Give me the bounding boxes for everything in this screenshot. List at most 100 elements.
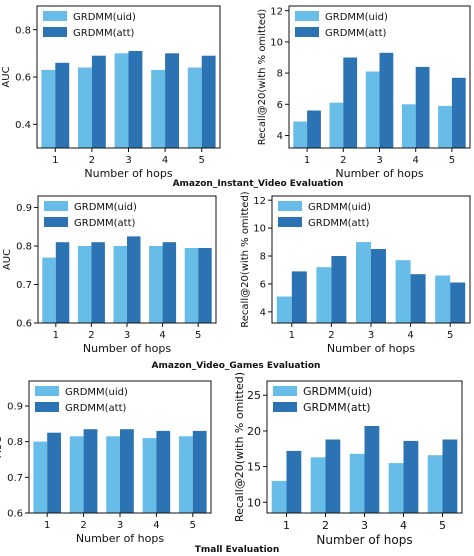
legend-label-att: GRDMM(att) (74, 218, 136, 229)
legend-swatch-uid (278, 201, 302, 211)
x-axis-label: Number of hops (327, 342, 415, 355)
bar-uid-hop-3 (113, 246, 127, 323)
x-tick-label: 2 (80, 520, 86, 531)
bar-uid-hop-4 (142, 438, 157, 513)
bar-uid-hop-5 (435, 275, 451, 323)
bar-uid-hop-1 (271, 480, 287, 513)
bar-uid-hop-3 (365, 71, 380, 148)
bar-att-hop-5 (201, 55, 216, 149)
chart-aiv-auc: 1 2 3 4 5 0.4 0.6 0.8 Number of hops AUC GRDMM(uid… (1, 5, 221, 180)
bar-att-hop-2 (91, 55, 106, 149)
bar-uid-hop-5 (438, 105, 452, 148)
x-tick-label: 3 (117, 520, 123, 531)
x-tick-label: 1 (283, 519, 290, 532)
legend: GRDMM(uid) GRDMM(att) (43, 11, 136, 39)
bar-uid-hop-5 (179, 436, 193, 513)
legend: GRDMM(uid) GRDMM(att) (35, 386, 128, 414)
bar-att-hop-2 (331, 256, 347, 323)
bar-att-hop-3 (120, 429, 134, 513)
bar-uid-hop-1 (41, 69, 56, 148)
legend: GRDMM(uid) GRDMM(att) (295, 11, 388, 39)
y-tick-label: 0.8 (7, 437, 23, 448)
x-tick-label: 5 (449, 155, 455, 166)
y-tick-label: 10 (270, 37, 283, 48)
bar-att-hop-4 (403, 440, 419, 513)
y-tick-label: 0.6 (16, 319, 32, 330)
x-tick-label: 5 (439, 519, 446, 532)
y-tick-label: 25 (247, 389, 261, 402)
y-tick-label: 6 (260, 280, 266, 291)
bar-uid-hop-5 (427, 455, 443, 513)
bar-uid-hop-5 (184, 248, 199, 323)
x-tick-label: 4 (153, 520, 159, 531)
chart-tmall-recall: 1 2 3 4 5 10 15 20 25 Number of hops Recall@20(wit… (233, 372, 463, 547)
x-tick-label: 5 (199, 155, 205, 166)
x-tick-label: 2 (340, 155, 346, 166)
y-tick-label: 20 (247, 425, 261, 438)
y-tick-label: 0.9 (16, 203, 32, 214)
x-tick-label: 2 (89, 155, 95, 166)
bar-att-hop-5 (450, 282, 466, 323)
bar-uid-hop-1 (276, 296, 292, 323)
bar-att-hop-5 (198, 248, 212, 323)
y-tick-label: 4 (277, 131, 283, 142)
bar-att-hop-4 (165, 53, 179, 148)
legend-label-uid: GRDMM(uid) (73, 12, 136, 23)
chart-tmall-auc: 1 2 3 4 5 0.6 0.7 0.8 0.9 Number of hops AUC GRDMM(… (0, 380, 212, 545)
y-tick-label: 8 (277, 69, 283, 80)
x-tick-label: 1 (304, 155, 310, 166)
caption-tmall: Tmall Evaluation (195, 545, 280, 555)
bar-uid-hop-4 (401, 104, 416, 148)
x-tick-label: 4 (407, 330, 413, 341)
x-tick-label: 5 (447, 330, 453, 341)
x-tick-label: 2 (328, 330, 334, 341)
y-axis-label: AUC (1, 66, 12, 87)
y-tick-label: 0.9 (7, 402, 23, 413)
y-tick-label: 0.7 (16, 280, 32, 291)
x-tick-label: 1 (52, 155, 58, 166)
bar-uid-hop-5 (187, 67, 202, 148)
chart-avg-auc: 1 2 3 4 5 0.6 0.7 0.8 0.9 Number of hops AUC GRDMM(… (2, 195, 217, 355)
y-tick-label: 0.6 (7, 509, 23, 520)
bar-att-hop-2 (91, 242, 105, 323)
legend-label-att: GRDMM(att) (325, 28, 387, 39)
x-tick-label: 5 (190, 520, 196, 531)
y-tick-label: 12 (253, 196, 266, 207)
bar-att-hop-3 (127, 236, 141, 323)
y-tick-label: 6 (277, 100, 283, 111)
legend-swatch-uid (35, 386, 59, 396)
x-tick-label: 1 (44, 520, 50, 531)
legend-label-uid: GRDMM(uid) (325, 12, 388, 23)
legend-swatch-att (273, 402, 297, 412)
legend-label-uid: GRDMM(uid) (303, 385, 372, 398)
legend-label-uid: GRDMM(uid) (65, 387, 128, 398)
bar-uid-hop-3 (106, 436, 120, 513)
legend-label-att: GRDMM(att) (303, 401, 371, 414)
legend-swatch-att (43, 27, 67, 37)
legend: GRDMM(uid) GRDMM(att) (273, 385, 372, 414)
y-axis-label: AUC (2, 249, 13, 270)
bar-uid-hop-1 (42, 257, 56, 323)
x-tick-label: 4 (162, 155, 168, 166)
y-tick-label: 0.8 (16, 242, 32, 253)
legend-swatch-att (278, 217, 302, 227)
y-tick-label: 10 (247, 496, 261, 509)
bar-att-hop-2 (83, 429, 98, 513)
legend-swatch-att (295, 27, 319, 37)
bar-att-hop-5 (442, 439, 458, 513)
bar-att-hop-3 (371, 249, 386, 323)
legend: GRDMM(uid) GRDMM(att) (278, 201, 371, 229)
bar-att-hop-4 (156, 430, 171, 513)
bar-uid-hop-1 (293, 121, 308, 148)
caption-amazon-instant-video: Amazon_Instant_Video Evaluation (173, 179, 344, 189)
y-axis-label: Recall@20(with % omitted) (257, 9, 268, 146)
legend-swatch-att (35, 402, 59, 412)
y-axis-label: Recall@20(with % omitted) (240, 191, 251, 328)
bar-att-hop-3 (379, 52, 394, 148)
y-tick-label: 0.6 (15, 73, 31, 84)
y-tick-label: 10 (253, 224, 266, 235)
legend-label-uid: GRDMM(uid) (308, 202, 371, 213)
